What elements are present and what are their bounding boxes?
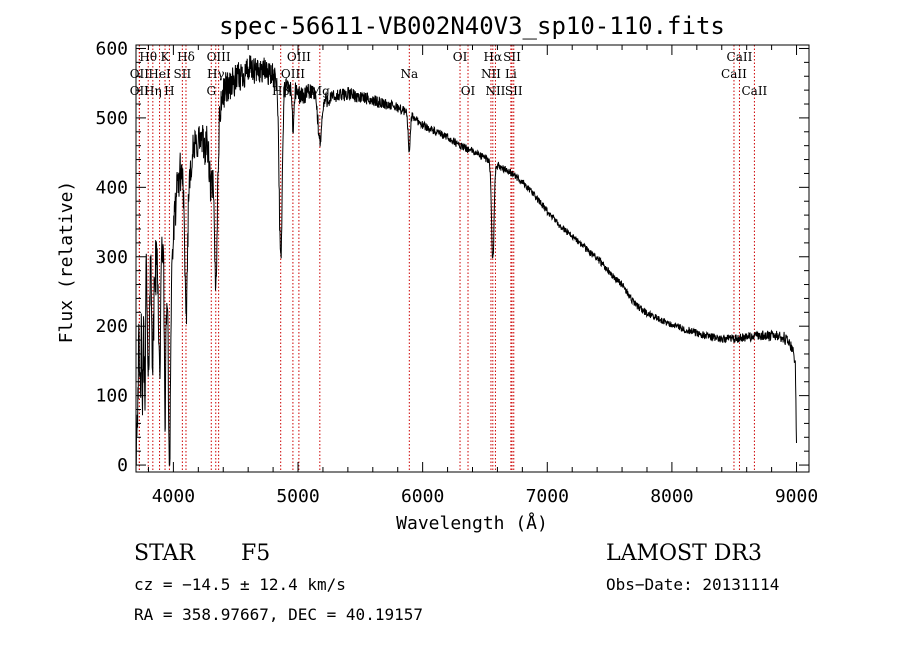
spectral-line-label: Na (400, 67, 418, 81)
x-tick-label: 6000 (401, 486, 444, 507)
survey-name: LAMOST DR3 (606, 541, 762, 566)
spectral-line-label: NII (481, 67, 501, 81)
x-tick-label: 9000 (775, 486, 818, 507)
spectral-line-label: Hθ (139, 50, 157, 64)
spectral-line-label: OII (130, 84, 150, 98)
y-axis-label: Flux (relative) (56, 181, 77, 344)
spectral-line-labels: HθOIIOIIHηHeIKHSIIHδGOIIIHγHβOIIIOIIIMgN… (130, 50, 768, 98)
spectral-line-label: NII (485, 84, 505, 98)
spectral-line-label: Li (505, 67, 517, 81)
spectral-line-label: HeI (148, 67, 171, 81)
y-tick-label: 0 (117, 455, 128, 476)
y-tick-label: 200 (95, 316, 128, 337)
x-axis-label: Wavelength (Å) (396, 512, 548, 534)
spectral-line-label: SII (503, 50, 521, 64)
spectral-line-label: Hγ (207, 67, 225, 81)
chart-title: spec-56611-VB002N40V3_sp10-110.fits (219, 12, 725, 40)
spectral-line-label: K (161, 50, 171, 64)
spectral-line-label: H (164, 84, 174, 98)
y-tick-label: 600 (95, 38, 128, 59)
x-tick-label: 8000 (650, 486, 693, 507)
y-tick-label: 500 (95, 108, 128, 129)
x-tick-label: 7000 (526, 486, 569, 507)
y-tick-label: 300 (95, 247, 128, 268)
spectral-line-label: SII (505, 84, 523, 98)
spectral-line-label: OII (130, 67, 150, 81)
spectral-line-label: G (206, 84, 216, 98)
x-axis-ticks: 4000 5000 6000 7000 8000 9000 (147, 45, 818, 507)
y-axis-ticks: 0 100 200 300 400 500 600 (95, 38, 809, 476)
spectral-line-label: SII (174, 67, 192, 81)
spectral-line-label: Hη (144, 84, 162, 98)
spectral-line-label: CaII (721, 67, 747, 81)
spectral-line-label: CaII (741, 84, 767, 98)
spectral-line-label: OIII (287, 50, 311, 64)
spectral-line-label: OIII (281, 67, 305, 81)
spectral-line-label: OI (453, 50, 468, 64)
x-tick-label: 5000 (276, 486, 319, 507)
y-tick-label: 100 (95, 386, 128, 407)
spectral-line-label: CaII (727, 50, 753, 64)
coords-text: RA = 358.97667, DEC = 40.19157 (134, 605, 423, 624)
spectral-line-label: Hδ (177, 50, 195, 64)
object-subclass: F5 (241, 541, 270, 566)
spectral-line-label: OI (461, 84, 476, 98)
x-tick-label: 4000 (152, 486, 195, 507)
obs-date-text: Obs−Date: 20131114 (606, 575, 779, 594)
spectral-line-label: OIII (207, 50, 231, 64)
redshift-text: cz = −14.5 ± 12.4 km/s (134, 575, 346, 594)
spectral-line-label: Hα (484, 50, 503, 64)
spectrum-series-line (135, 55, 797, 466)
y-tick-label: 400 (95, 177, 128, 198)
object-class: STAR (134, 541, 196, 566)
